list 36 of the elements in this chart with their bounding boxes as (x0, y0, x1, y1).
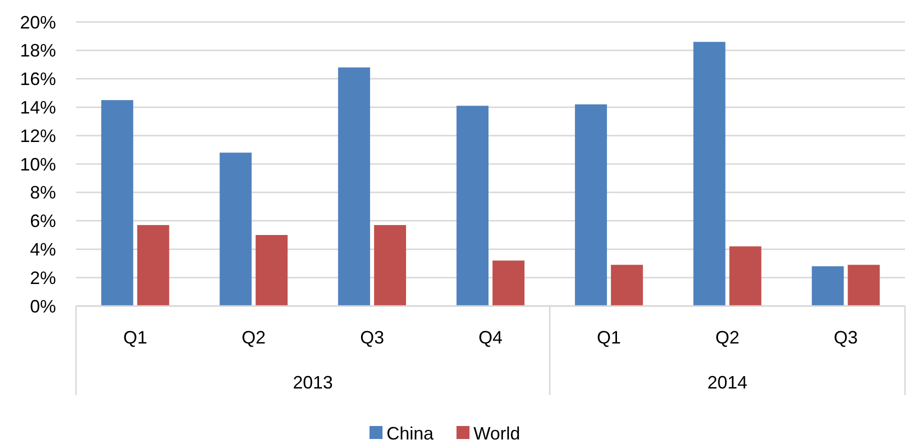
bar (338, 67, 370, 306)
bar (812, 266, 844, 306)
y-tick-label: 8% (30, 182, 56, 203)
y-tick-label: 2% (30, 268, 56, 288)
bar (610, 264, 643, 306)
text: 2014 (707, 372, 748, 392)
bar (101, 100, 134, 306)
y-tick-label: 18% (20, 40, 56, 61)
text: 2013 (292, 372, 333, 392)
bar (693, 42, 726, 306)
y-tick-label: 10% (20, 154, 56, 174)
legend-label: China (386, 423, 435, 442)
bar (374, 225, 406, 306)
x-tick-label: Q2 (715, 327, 740, 348)
bar (492, 260, 524, 306)
x-tick-label: Q1 (596, 327, 621, 348)
y-tick-label: 12% (20, 126, 56, 146)
y-tick-label: 6% (30, 211, 56, 232)
bar (456, 106, 488, 306)
bar (729, 246, 762, 306)
bar (256, 235, 288, 306)
bar (848, 264, 880, 306)
x-tick-label: Q4 (478, 327, 503, 348)
y-tick-label: 16% (20, 69, 56, 90)
x-tick-label: Q3 (360, 327, 384, 348)
bar (137, 225, 170, 306)
bar (220, 152, 252, 306)
x-tick-label: Q2 (242, 327, 266, 348)
x-tick-label: Q3 (834, 327, 858, 348)
y-tick-label: 0% (30, 296, 56, 316)
legend-label: World (474, 423, 520, 442)
x-tick-label: Q1 (123, 327, 148, 348)
y-tick-label: 14% (20, 98, 56, 118)
y-tick-label: 20% (20, 12, 56, 32)
bar (574, 104, 607, 306)
y-tick-label: 4% (30, 240, 56, 260)
